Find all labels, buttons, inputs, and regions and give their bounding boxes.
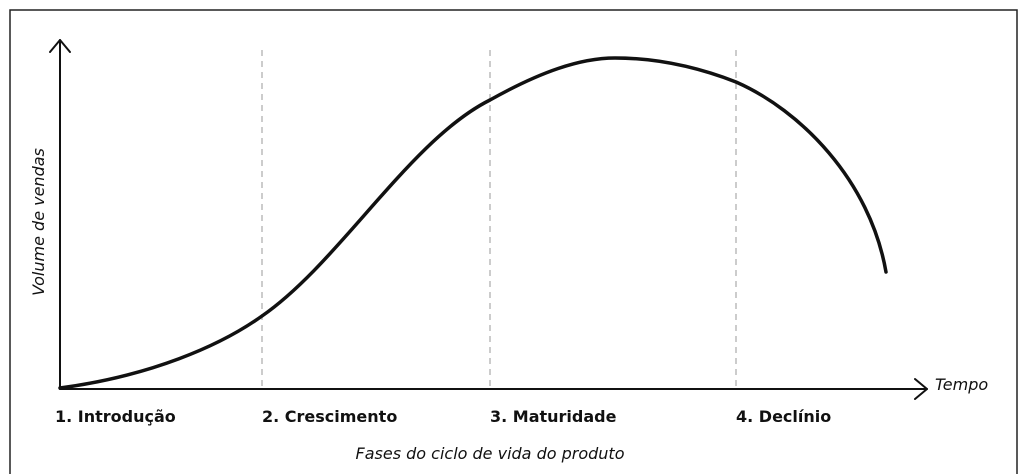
y-axis-label: Volume de vendas bbox=[29, 148, 48, 296]
caption: Fases do ciclo de vida do produto bbox=[356, 444, 625, 463]
stage-label: 4. Declínio bbox=[736, 407, 831, 426]
stage-label: 3. Maturidade bbox=[490, 407, 617, 426]
phase-dividers bbox=[261, 50, 737, 386]
axes bbox=[49, 39, 928, 400]
stage-label: 2. Crescimento bbox=[262, 407, 397, 426]
y-arrow bbox=[49, 39, 71, 53]
frame bbox=[9, 9, 1018, 474]
x-axis-label: Tempo bbox=[935, 375, 988, 394]
life-cycle-curve bbox=[58, 56, 888, 390]
x-arrow bbox=[914, 378, 928, 400]
stage-label: 1. Introdução bbox=[55, 407, 176, 426]
